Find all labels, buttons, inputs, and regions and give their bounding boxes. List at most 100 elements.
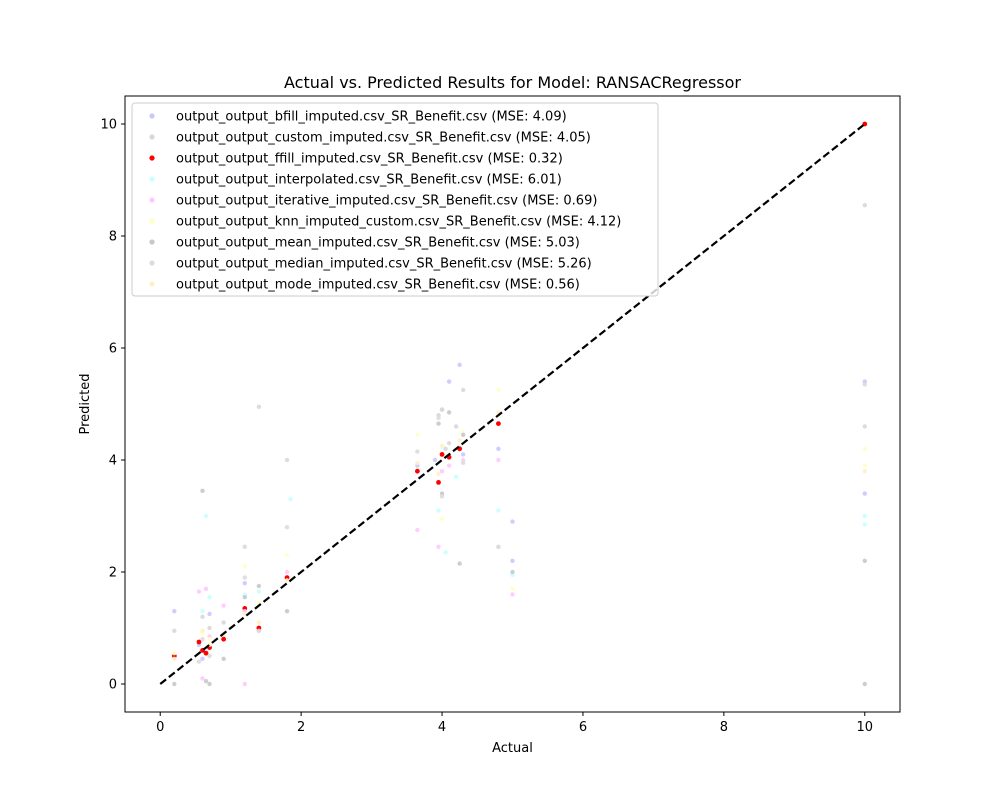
data-point [496, 457, 501, 463]
data-point [862, 491, 867, 496]
data-point [510, 586, 515, 591]
data-point [221, 603, 226, 608]
data-point [200, 488, 205, 493]
data-point [200, 628, 205, 633]
data-point [432, 457, 438, 463]
data-point [200, 656, 205, 661]
legend-entry: output_output_median_imputed.csv_SR_Bene… [176, 257, 592, 272]
data-point [862, 513, 867, 519]
data-point [439, 516, 445, 521]
data-point [415, 449, 420, 454]
series-1 [172, 203, 867, 633]
data-point [436, 480, 441, 485]
x-tick-label: 0 [156, 720, 164, 735]
data-point [439, 452, 445, 457]
y-tick-label: 4 [109, 454, 117, 469]
data-point [203, 679, 209, 684]
legend-entry: output_output_bfill_imputed.csv_SR_Benef… [176, 110, 567, 125]
data-point [457, 561, 462, 566]
data-point [196, 639, 202, 645]
data-point [446, 379, 452, 384]
x-axis-ticks: 0 2 4 6 8 10 [156, 712, 873, 735]
data-point [256, 583, 262, 589]
data-point [862, 424, 867, 429]
data-point [460, 387, 466, 393]
data-point [439, 443, 445, 449]
legend-entry: output_output_mean_imputed.csv_SR_Benefi… [176, 236, 580, 251]
y-tick-label: 6 [109, 342, 117, 357]
data-point [242, 544, 247, 549]
legend-marker [149, 134, 155, 140]
data-point [242, 611, 247, 617]
data-point [203, 650, 209, 656]
plot-frame [124, 95, 901, 713]
data-point [862, 382, 867, 387]
data-point [256, 589, 262, 594]
y-tick-label: 0 [109, 678, 117, 693]
data-point [446, 463, 452, 468]
data-point [436, 508, 441, 513]
legend-box [131, 102, 659, 297]
legend-entry: output_output_knn_imputed_custom.csv_SR_… [176, 215, 621, 230]
series-4 [196, 457, 515, 687]
data-point [453, 424, 459, 429]
data-point [172, 656, 177, 661]
y-tick-label: 10 [100, 118, 117, 133]
data-point [284, 457, 290, 463]
data-point [172, 651, 177, 656]
data-point [460, 460, 466, 465]
data-point [207, 681, 212, 687]
data-point [200, 637, 205, 642]
data-point [496, 544, 501, 549]
legend-marker [149, 218, 155, 224]
data-point [415, 527, 420, 533]
legend-marker [149, 197, 155, 203]
x-tick-label: 2 [297, 720, 305, 735]
data-point [196, 659, 202, 664]
data-point [510, 519, 515, 524]
data-point [496, 421, 501, 426]
data-point [460, 432, 466, 437]
legend-entry: output_output_mode_imputed.csv_SR_Benefi… [176, 278, 580, 293]
data-point [415, 460, 420, 465]
data-point [414, 468, 420, 474]
legend: output_output_bfill_imputed.csv_SR_Benef… [131, 102, 659, 297]
y-axis-ticks: 0 2 4 6 8 10 [100, 118, 125, 693]
data-point [256, 404, 262, 409]
data-point [242, 575, 247, 580]
data-point [439, 469, 445, 474]
legend-marker [149, 176, 155, 182]
series-7 [196, 382, 867, 664]
data-point [862, 463, 867, 468]
data-point [510, 592, 515, 597]
legend-entry: output_output_ffill_imputed.csv_SR_Benef… [176, 152, 563, 167]
x-tick-label: 10 [856, 720, 873, 735]
reference-line [159, 123, 866, 685]
data-point [284, 553, 290, 558]
legend-marker [149, 239, 155, 245]
legend-entry: output_output_interpolated.csv_SR_Benefi… [176, 173, 562, 188]
data-point [242, 564, 247, 569]
data-point [284, 569, 290, 575]
data-point [496, 446, 501, 451]
data-point [436, 421, 441, 426]
legend-entry: output_output_custom_imputed.csv_SR_Bene… [176, 131, 591, 146]
data-point [439, 407, 445, 412]
data-point [446, 441, 452, 446]
data-point [862, 681, 867, 687]
data-point [221, 620, 226, 625]
data-point [221, 636, 227, 642]
data-point [496, 508, 501, 513]
data-point [207, 611, 212, 617]
data-point [172, 681, 177, 687]
legend-marker [149, 281, 155, 287]
data-point [436, 471, 441, 477]
data-point [510, 558, 515, 563]
data-point [862, 203, 867, 208]
data-point [443, 446, 448, 451]
legend-entry: output_output_iterative_imputed.csv_SR_B… [176, 194, 597, 209]
data-point [200, 609, 205, 614]
data-point [256, 620, 262, 625]
data-point [207, 637, 212, 642]
legend-marker [149, 113, 155, 119]
